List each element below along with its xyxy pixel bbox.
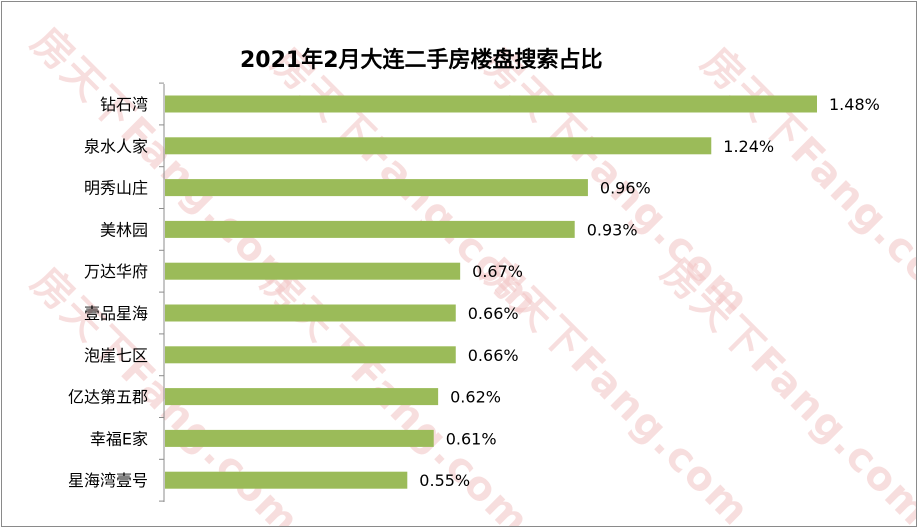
category-label: 明秀山庄	[84, 179, 148, 198]
chart-title: 2021年2月大连二手房楼盘搜索占比	[240, 48, 603, 73]
category-label: 泉水人家	[84, 137, 148, 156]
data-label: 1.48%	[829, 95, 880, 114]
data-label: 0.96%	[600, 179, 651, 198]
category-label: 万达华府	[84, 262, 148, 281]
category-label: 泡崖七区	[84, 346, 148, 365]
category-label: 钻石湾	[100, 95, 148, 114]
bar	[165, 137, 712, 155]
bar	[165, 346, 456, 364]
category-label: 幸福E家	[90, 429, 148, 448]
data-label: 1.24%	[723, 137, 774, 156]
bar	[165, 262, 461, 280]
bar	[165, 304, 456, 322]
data-label: 0.66%	[468, 346, 519, 365]
bar	[165, 220, 575, 238]
data-label: 0.66%	[468, 304, 519, 323]
category-label: 亿达第五郡	[68, 388, 148, 407]
category-label: 星海湾壹号	[68, 471, 148, 490]
bar	[165, 179, 588, 197]
data-label: 0.55%	[419, 471, 470, 490]
bar	[165, 388, 439, 406]
category-label: 壹品星海	[84, 304, 148, 323]
data-label: 0.67%	[472, 262, 523, 281]
data-label: 0.93%	[587, 220, 638, 239]
bar	[165, 471, 408, 489]
data-label: 0.62%	[450, 388, 501, 407]
bar	[165, 429, 434, 447]
bar	[165, 95, 817, 113]
data-label: 0.61%	[446, 429, 497, 448]
category-label: 美林园	[100, 220, 148, 239]
